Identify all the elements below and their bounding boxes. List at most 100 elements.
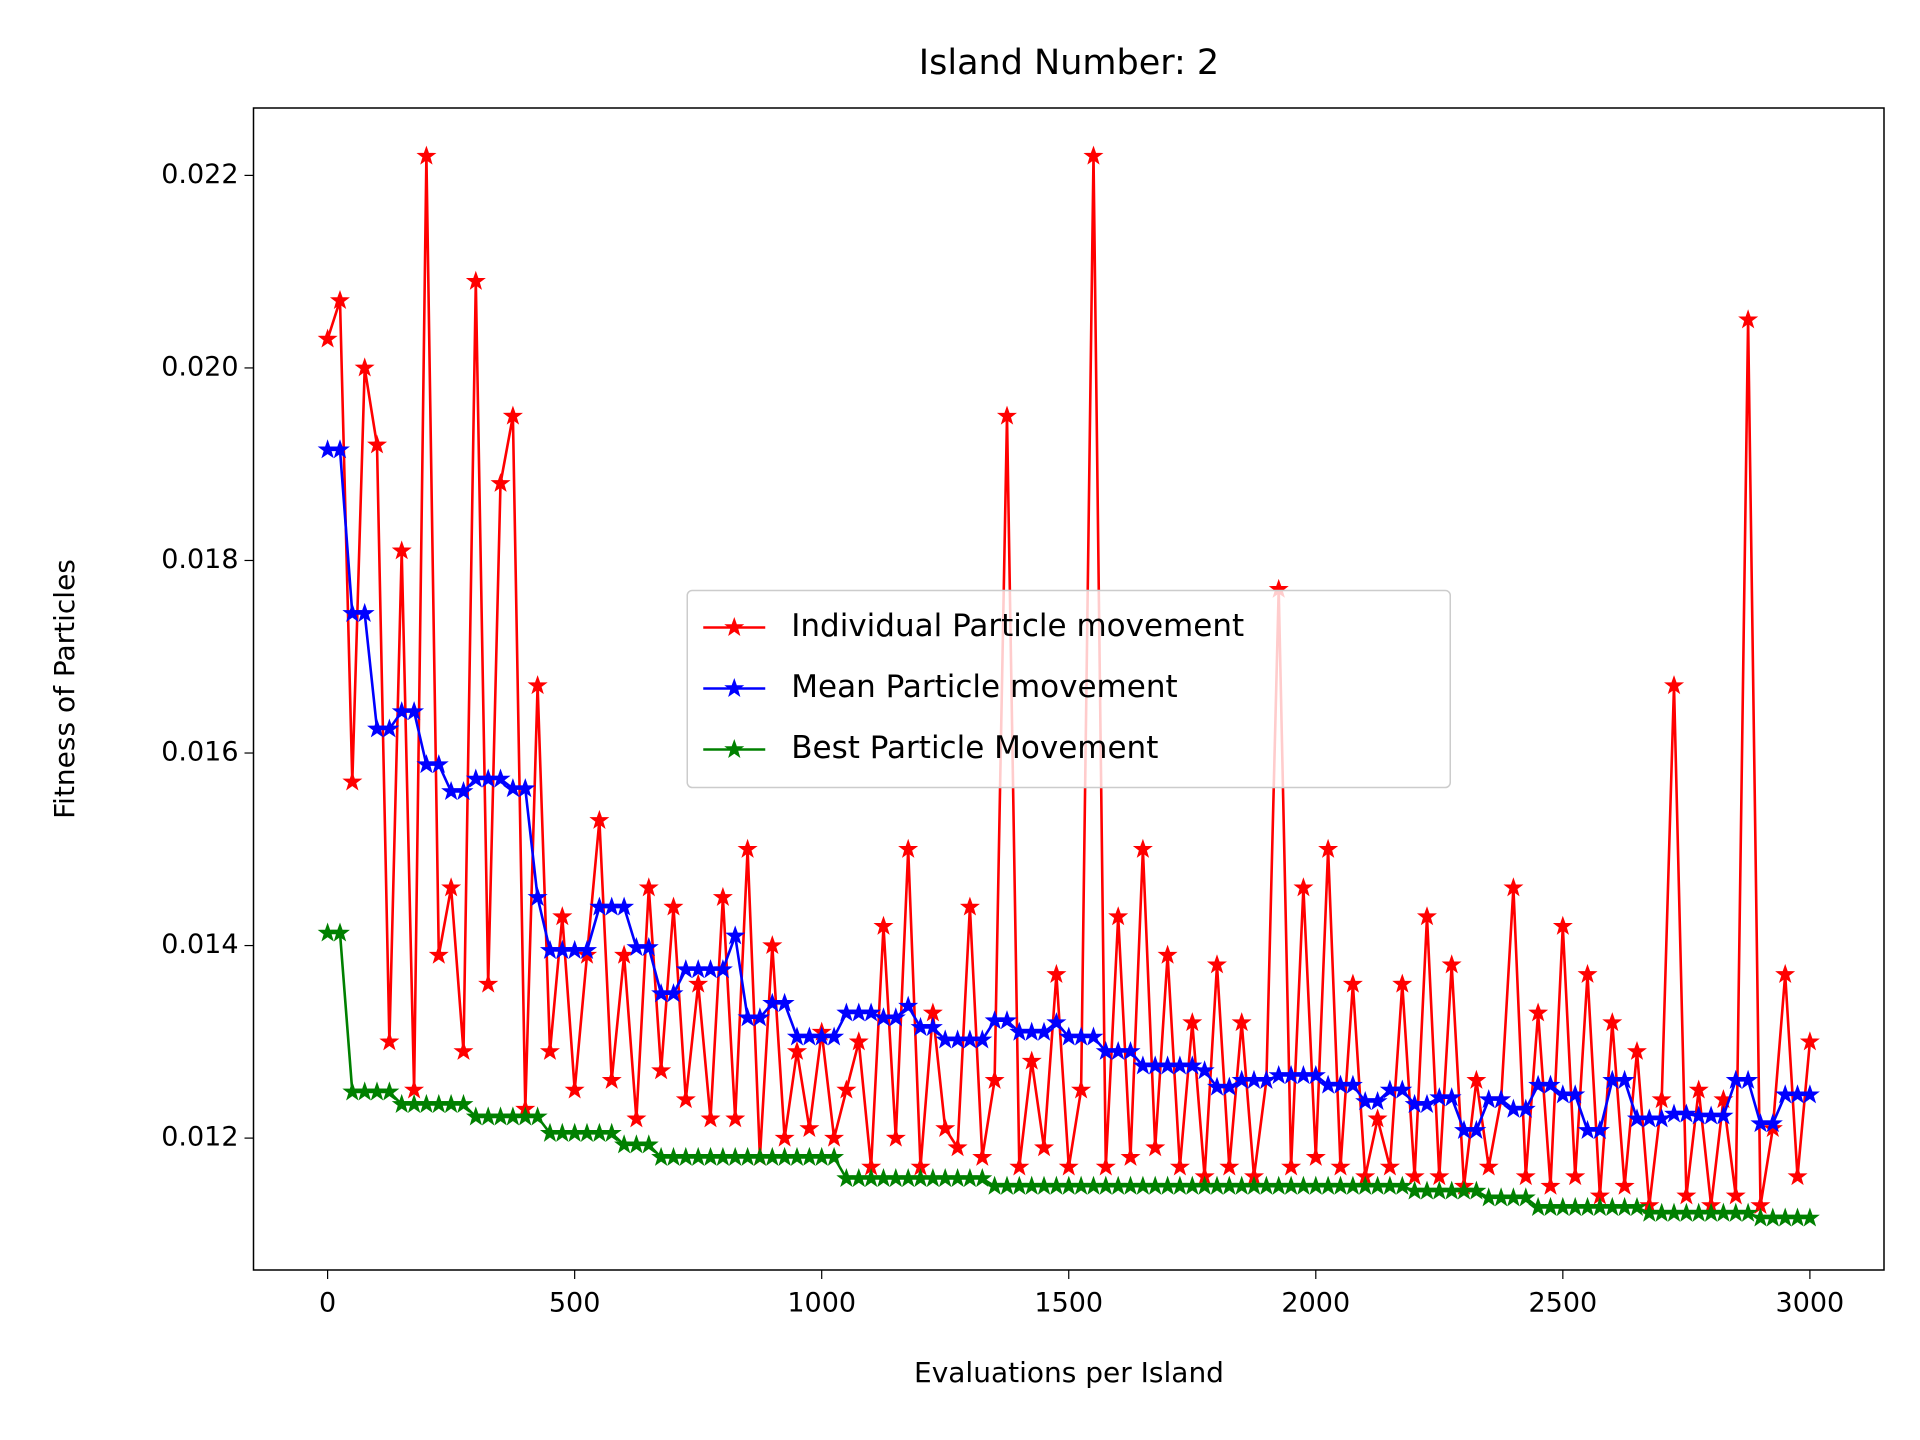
- marker: [1775, 963, 1796, 983]
- x-tick-label: 500: [549, 1288, 601, 1319]
- marker: [1738, 1202, 1759, 1222]
- y-axis-label: Fitness of Particles: [48, 559, 81, 819]
- marker: [1688, 1079, 1709, 1099]
- marker: [379, 1031, 400, 1051]
- marker: [1071, 1079, 1092, 1099]
- marker: [922, 1016, 943, 1036]
- marker: [1034, 1021, 1055, 1041]
- marker: [354, 602, 375, 622]
- marker: [1058, 1156, 1079, 1176]
- marker: [984, 1069, 1005, 1089]
- marker: [1626, 1040, 1647, 1060]
- marker: [1738, 309, 1759, 329]
- marker: [1231, 1012, 1252, 1032]
- marker: [1466, 1180, 1487, 1200]
- marker: [1120, 1146, 1141, 1166]
- marker: [638, 877, 659, 897]
- marker: [885, 1127, 906, 1147]
- marker: [651, 1060, 672, 1080]
- marker: [428, 944, 449, 964]
- marker: [1404, 1166, 1425, 1186]
- marker: [1762, 1113, 1783, 1133]
- marker: [441, 877, 462, 897]
- marker: [1132, 838, 1153, 858]
- x-tick-label: 3000: [1776, 1288, 1845, 1319]
- marker: [1799, 1031, 1820, 1051]
- y-tick-label: 0.020: [161, 351, 238, 382]
- marker: [824, 1146, 845, 1166]
- marker: [1676, 1103, 1697, 1123]
- marker: [502, 405, 523, 425]
- marker: [1565, 1084, 1586, 1104]
- marker: [873, 915, 894, 935]
- x-tick-label: 0: [319, 1288, 336, 1319]
- marker: [1416, 1093, 1437, 1113]
- marker: [1515, 1166, 1536, 1186]
- marker: [453, 780, 474, 801]
- marker: [416, 145, 437, 165]
- marker: [1206, 954, 1227, 974]
- x-tick-label: 2500: [1528, 1288, 1597, 1319]
- marker: [1083, 145, 1104, 165]
- marker: [1478, 1156, 1499, 1176]
- marker: [1416, 906, 1437, 926]
- marker: [1552, 915, 1573, 935]
- marker: [1367, 1090, 1388, 1111]
- marker: [1589, 1119, 1610, 1139]
- marker: [1441, 1087, 1462, 1107]
- marker: [354, 357, 375, 377]
- marker: [1651, 1089, 1672, 1109]
- marker: [1318, 838, 1339, 858]
- marker: [1491, 1089, 1512, 1109]
- marker: [1725, 1185, 1746, 1205]
- marker: [1614, 1069, 1635, 1089]
- marker: [1738, 1069, 1759, 1089]
- x-tick-label: 1000: [787, 1288, 856, 1319]
- marker: [527, 886, 548, 906]
- marker: [1256, 1069, 1277, 1089]
- marker: [996, 1010, 1017, 1030]
- legend: Individual Particle movement Mean Particl…: [686, 589, 1451, 789]
- marker: [577, 939, 598, 959]
- marker: [1219, 1156, 1240, 1176]
- marker: [614, 896, 635, 916]
- marker: [1009, 1156, 1030, 1176]
- marker: [404, 1079, 425, 1099]
- marker: [836, 1079, 857, 1099]
- plot-area: [317, 145, 1820, 1227]
- marker: [601, 1069, 622, 1089]
- marker: [329, 439, 350, 459]
- marker: [1626, 1196, 1647, 1216]
- marker: [1429, 1166, 1450, 1186]
- marker: [774, 1127, 795, 1147]
- marker: [465, 270, 486, 290]
- marker: [799, 1117, 820, 1138]
- marker: [1182, 1012, 1203, 1032]
- marker: [848, 1031, 869, 1051]
- marker: [935, 1117, 956, 1138]
- marker: [552, 906, 573, 926]
- marker: [539, 1040, 560, 1060]
- marker: [490, 473, 511, 492]
- marker: [329, 289, 350, 310]
- marker: [1466, 1119, 1487, 1139]
- legend-label: Individual Particle movement: [791, 608, 1244, 644]
- marker: [601, 1122, 622, 1142]
- marker: [367, 434, 388, 454]
- y-tick-label: 0.022: [161, 159, 238, 190]
- marker: [749, 1007, 770, 1027]
- marker: [379, 718, 400, 738]
- marker: [1342, 973, 1363, 993]
- legend-label: Mean Particle movement: [791, 669, 1177, 705]
- marker: [527, 675, 548, 695]
- marker: [428, 754, 449, 774]
- marker: [1034, 1137, 1055, 1157]
- marker: [1046, 963, 1067, 983]
- marker: [972, 1167, 993, 1188]
- marker: [1392, 1175, 1413, 1195]
- legend-marker: [724, 738, 745, 759]
- marker: [1799, 1084, 1820, 1104]
- marker: [663, 983, 684, 1003]
- marker: [1293, 877, 1314, 897]
- marker: [453, 1093, 474, 1113]
